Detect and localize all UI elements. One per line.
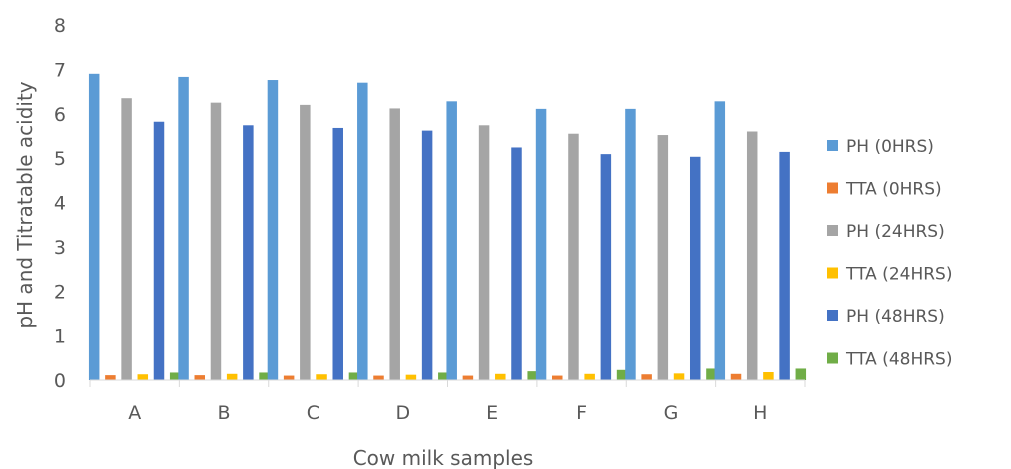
bar — [332, 127, 343, 380]
bar — [616, 369, 628, 380]
bar — [226, 373, 238, 380]
bar — [535, 108, 547, 381]
bar — [641, 374, 652, 380]
bar — [283, 375, 295, 380]
x-tick-label: H — [753, 402, 767, 424]
legend-swatch — [827, 140, 838, 151]
bar — [689, 156, 701, 380]
bar — [105, 375, 116, 380]
legend-label: PH (48HRS) — [846, 307, 945, 327]
bar — [137, 374, 149, 380]
y-tick-label: 2 — [54, 281, 66, 303]
x-tick-label: G — [664, 402, 679, 424]
y-axis-title: pH and Titratable acidity — [13, 81, 37, 328]
legend-swatch — [827, 225, 838, 236]
bar — [673, 373, 685, 380]
y-tick-label: 7 — [54, 59, 66, 81]
bar — [657, 135, 669, 380]
bar — [446, 101, 457, 380]
bar — [300, 104, 311, 381]
bar — [194, 375, 206, 380]
bar — [153, 121, 165, 381]
bar — [88, 73, 100, 380]
y-tick-label: 6 — [54, 104, 66, 126]
y-tick-label: 0 — [54, 370, 66, 392]
bar — [511, 147, 522, 380]
bar — [348, 372, 360, 380]
bar — [478, 125, 490, 380]
y-tick-label: 1 — [54, 326, 66, 348]
legend-swatch — [827, 182, 838, 194]
bar — [763, 372, 774, 380]
bar — [779, 151, 790, 380]
legend-swatch — [827, 310, 838, 321]
x-tick-label: E — [486, 402, 498, 424]
bar — [259, 372, 270, 380]
bar — [316, 374, 327, 380]
y-tick-label: 5 — [54, 148, 66, 170]
bar — [625, 108, 636, 381]
bar — [267, 80, 279, 380]
bar — [495, 373, 506, 380]
x-axis-title: Cow milk samples — [353, 446, 534, 469]
y-tick-label: 4 — [54, 193, 66, 215]
x-tick-label: F — [576, 402, 587, 424]
bar — [421, 130, 433, 380]
bar — [795, 368, 807, 380]
x-tick-label: D — [395, 402, 410, 424]
legend-label: TTA (48HRS) — [845, 350, 952, 370]
bar — [121, 98, 132, 380]
bar — [438, 372, 449, 380]
bar — [714, 101, 726, 380]
bar — [552, 375, 563, 380]
bar — [389, 108, 400, 381]
bar — [462, 375, 474, 380]
bar — [178, 76, 189, 381]
legend-swatch — [827, 267, 838, 279]
bar — [373, 375, 384, 380]
legend-swatch — [827, 352, 838, 364]
bar — [730, 373, 742, 380]
bar — [600, 154, 612, 380]
bar — [706, 368, 717, 380]
bar — [357, 82, 368, 380]
bar — [746, 131, 758, 380]
bar — [584, 373, 595, 380]
legend-label: TTA (0HRS) — [845, 180, 942, 200]
bar — [169, 372, 181, 380]
bar — [210, 102, 222, 380]
x-tick-label: C — [307, 402, 320, 424]
bar — [405, 374, 417, 380]
y-tick-label: 8 — [54, 15, 66, 37]
legend-label: PH (24HRS) — [846, 222, 945, 242]
y-tick-label: 3 — [54, 237, 66, 259]
legend-label: PH (0HRS) — [846, 137, 934, 157]
bar — [568, 133, 579, 380]
x-tick-label: B — [218, 402, 231, 424]
bar — [527, 371, 538, 381]
x-tick-label: A — [128, 402, 141, 424]
bar — [243, 125, 254, 380]
legend-label: TTA (24HRS) — [845, 265, 952, 285]
